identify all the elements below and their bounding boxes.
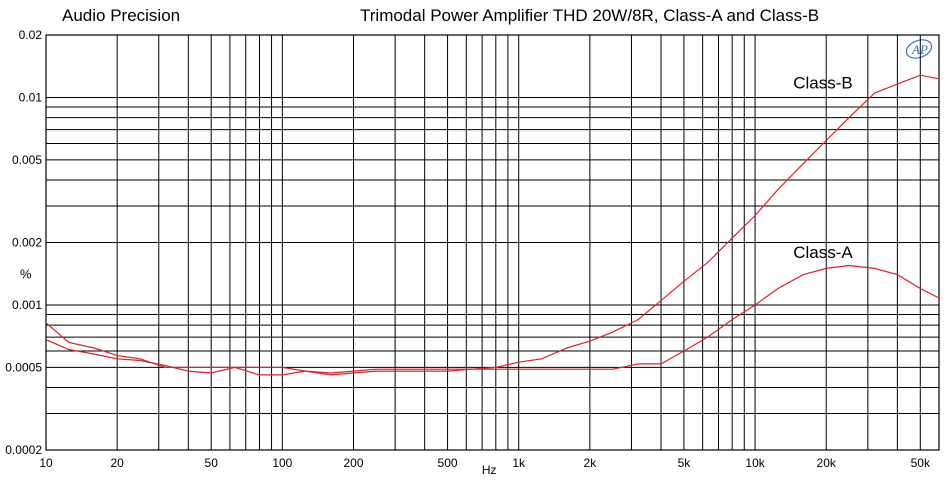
x-axis-label: Hz	[482, 463, 497, 477]
x-tick-label: 5k	[678, 456, 692, 470]
chart-title: Trimodal Power Amplifier THD 20W/8R, Cla…	[360, 6, 820, 25]
x-tick-label: 2k	[584, 456, 598, 470]
x-tick-label: 1k	[512, 456, 526, 470]
plot-frame	[45, 34, 940, 451]
y-tick-label: 0.001	[12, 298, 42, 312]
y-axis-ticks: 0.0002 0.0005 0.001 0.002 0.005 0.01 0.02	[5, 28, 42, 457]
x-tick-label: 20	[110, 456, 124, 470]
ap-logo-icon: AP	[905, 39, 933, 59]
x-axis-ticks: 10 20 50 100 200 500 1k 2k 5k 10k 20k 50k	[39, 456, 931, 470]
y-tick-label: 0.0005	[5, 360, 42, 374]
x-tick-label: 100	[272, 456, 292, 470]
y-tick-label: 0.02	[19, 28, 43, 42]
x-tick-label: 50	[205, 456, 219, 470]
x-tick-label: 20k	[817, 456, 837, 470]
series-labels: Class-B Class-A	[793, 74, 853, 262]
y-tick-label: 0.005	[12, 153, 42, 167]
x-tick-label: 500	[438, 456, 458, 470]
y-tick-label: 0.0002	[5, 443, 42, 457]
x-tick-label: 50k	[911, 456, 931, 470]
series-line-class-a	[45, 264, 940, 376]
y-tick-label: 0.002	[12, 236, 42, 250]
x-tick-label: 200	[343, 456, 363, 470]
class-a-label: Class-A	[793, 243, 853, 262]
brand-label: Audio Precision	[62, 6, 181, 25]
y-axis-label: %	[20, 267, 32, 282]
y-tick-label: 0.01	[19, 90, 43, 104]
ap-logo-text: AP	[911, 42, 928, 57]
series-group	[45, 74, 940, 376]
class-b-label: Class-B	[793, 74, 853, 93]
series-line-class-b	[45, 74, 940, 374]
x-tick-label: 10	[39, 456, 53, 470]
x-tick-label: 10k	[745, 456, 765, 470]
